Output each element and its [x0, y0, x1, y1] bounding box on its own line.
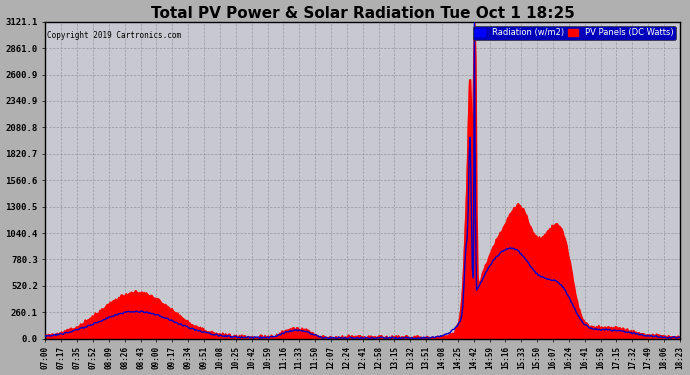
- Legend: Radiation (w/m2), PV Panels (DC Watts): Radiation (w/m2), PV Panels (DC Watts): [473, 26, 676, 40]
- Text: Copyright 2019 Cartronics.com: Copyright 2019 Cartronics.com: [47, 31, 181, 40]
- Title: Total PV Power & Solar Radiation Tue Oct 1 18:25: Total PV Power & Solar Radiation Tue Oct…: [150, 6, 575, 21]
